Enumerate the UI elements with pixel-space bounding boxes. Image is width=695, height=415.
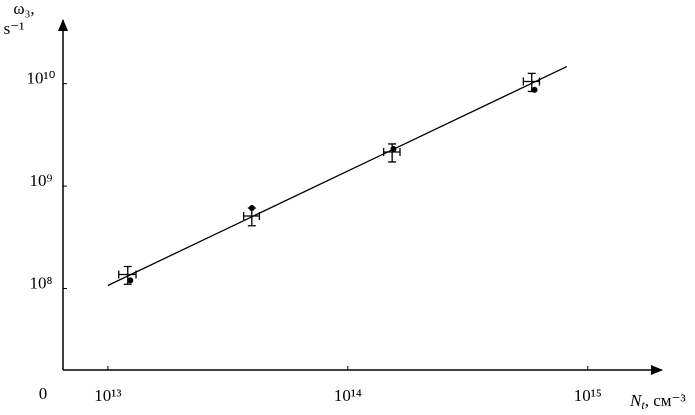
x-label-symbol: N (629, 391, 643, 410)
y-tick-label: 10⁹ (30, 171, 53, 190)
y-label: ω₃, (13, 0, 34, 18)
x-tick-label: 10¹⁵ (574, 386, 602, 405)
fit-line (107, 65, 568, 287)
origin-label: 0 (39, 384, 48, 403)
data-point (127, 277, 134, 284)
y-tick-label: 10¹⁰ (27, 69, 56, 88)
x-label-unit: , см⁻³ (645, 391, 686, 410)
x-tick-label: 10¹³ (94, 386, 121, 405)
y-tick-label: 10⁸ (30, 273, 53, 292)
data-point (248, 205, 255, 212)
data-point (531, 86, 538, 93)
x-tick-label: 10¹⁴ (334, 386, 362, 405)
x-label: Nt, см⁻³ (629, 391, 686, 412)
x-label-subscript: t (641, 398, 645, 412)
y-label: s⁻¹ (4, 19, 25, 38)
